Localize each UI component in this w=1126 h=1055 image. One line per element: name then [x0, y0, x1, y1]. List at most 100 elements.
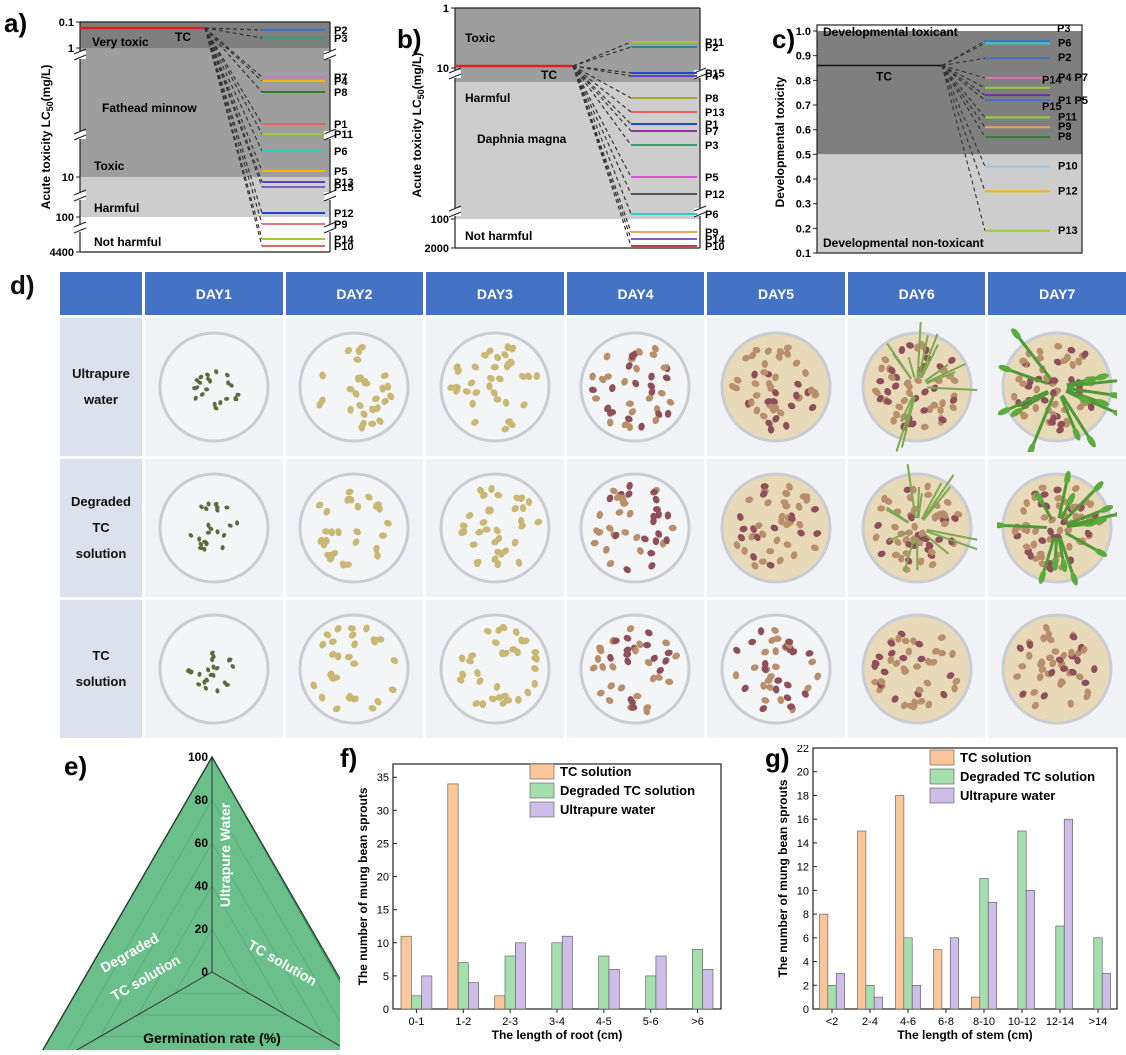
- bar: [599, 956, 609, 1009]
- x-tick-label: 8-10: [973, 1016, 995, 1028]
- petri-dish: [435, 604, 555, 734]
- bar: [646, 976, 656, 1009]
- dish-photo: [286, 600, 424, 738]
- seed: [531, 680, 537, 688]
- panel-letter-b: b): [397, 24, 422, 54]
- species-label: Daphnia magna: [477, 132, 567, 146]
- dish-photo: [707, 600, 845, 738]
- y-tick-label: 2000: [425, 243, 449, 255]
- y-tick-label: 10: [62, 172, 74, 184]
- x-tick-label: 3-4: [549, 1016, 565, 1028]
- panel-letter-g: g): [765, 745, 790, 773]
- zone-label: Toxic: [94, 159, 125, 173]
- zone-label: Very toxic: [92, 35, 149, 49]
- y-tick-label: 0.9: [796, 51, 811, 63]
- bar: [858, 831, 866, 1009]
- petri-dish: [857, 322, 977, 452]
- legend-label: Ultrapure water: [960, 788, 1055, 803]
- dish-photo: [145, 459, 283, 597]
- day-header: DAY6: [848, 272, 986, 315]
- day-header: DAY5: [707, 272, 845, 315]
- germination-area: [26, 757, 340, 1050]
- x-tick-label: 10-12: [1008, 1016, 1036, 1028]
- y-tick-label: 35: [377, 772, 389, 784]
- y-tick-label: 1.0: [796, 26, 811, 38]
- bar: [552, 943, 562, 1009]
- petri-dish: [575, 463, 695, 593]
- seed: [607, 419, 613, 427]
- legend-label: TC solution: [960, 750, 1032, 765]
- product-label: P9: [334, 219, 347, 231]
- dish-photo: [145, 600, 283, 738]
- x-tick-label: 4-5: [596, 1016, 612, 1028]
- legend-label: Degraded TC solution: [560, 783, 695, 798]
- x-tick-label: 12-14: [1046, 1016, 1074, 1028]
- product-label: P4 P7: [1058, 72, 1088, 84]
- x-tick-label: 2-3: [502, 1016, 518, 1028]
- petri-dish: [716, 604, 836, 734]
- dish-photo: [145, 318, 283, 456]
- dish-photo: [286, 459, 424, 597]
- zone-label: Toxic: [465, 31, 496, 45]
- y-tick-label: 12: [797, 862, 809, 874]
- product-label: P13: [1058, 225, 1078, 237]
- dish-rim: [581, 333, 689, 441]
- product-label: P8: [705, 93, 718, 105]
- legend-swatch: [930, 750, 954, 765]
- product-label: P7: [705, 126, 718, 138]
- bar: [495, 996, 505, 1009]
- seed: [669, 525, 677, 531]
- bar: [1102, 973, 1110, 1009]
- y-tick-label: 1: [68, 43, 74, 55]
- dish-photo: [988, 600, 1126, 738]
- bar: [1094, 938, 1102, 1009]
- y-axis-label: Developmental toxicity: [773, 76, 787, 207]
- x-tick-label: 0-1: [408, 1016, 424, 1028]
- y-tick-label: 0: [383, 1004, 389, 1016]
- product-label: P15: [334, 182, 354, 194]
- x-tick-label: >14: [1089, 1016, 1108, 1028]
- panel-letter-a: a): [4, 8, 27, 38]
- petri-dish: [435, 463, 555, 593]
- axis-label-ultrapure: Ultrapure Water: [217, 802, 233, 907]
- y-tick-label: 16: [797, 814, 809, 826]
- radial-tick-label: 0: [201, 965, 208, 979]
- bar: [828, 985, 836, 1009]
- x-tick-label: 1-2: [455, 1016, 471, 1028]
- product-label: P12: [1058, 185, 1078, 197]
- zone-label: Not harmful: [94, 235, 161, 249]
- bar: [1064, 819, 1072, 1009]
- y-axis-label: The number of mung bean sprouts: [776, 779, 790, 977]
- petri-dish: [857, 604, 977, 734]
- y-tick-label: 18: [797, 790, 809, 802]
- y-tick-label: 4: [803, 957, 809, 969]
- bar: [703, 969, 713, 1009]
- x-tick-label: 4-6: [900, 1016, 916, 1028]
- dish-rim: [160, 474, 268, 582]
- bar: [904, 938, 912, 1009]
- y-axis-label: Acute toxicity LC50(mg/L): [410, 53, 426, 198]
- row-label: Degraded TC solution: [60, 459, 142, 597]
- y-tick-label: 0.7: [796, 100, 811, 112]
- bar: [1018, 831, 1026, 1009]
- zone-label: Harmful: [465, 91, 510, 105]
- product-label: P10: [705, 241, 725, 253]
- x-axis-label: The length of stem (cm): [897, 1028, 1032, 1042]
- day-header: DAY1: [145, 272, 283, 315]
- seed: [626, 401, 634, 407]
- radial-tick-label: 60: [195, 836, 209, 850]
- product-label: P6: [334, 146, 347, 158]
- y-tick-label: 100: [431, 214, 449, 226]
- dish-photo: [426, 318, 564, 456]
- day-header: DAY4: [567, 272, 705, 315]
- radial-tick-label: 20: [195, 922, 209, 936]
- sprout-leaf: [1113, 509, 1117, 518]
- y-tick-label: 0.3: [796, 199, 811, 211]
